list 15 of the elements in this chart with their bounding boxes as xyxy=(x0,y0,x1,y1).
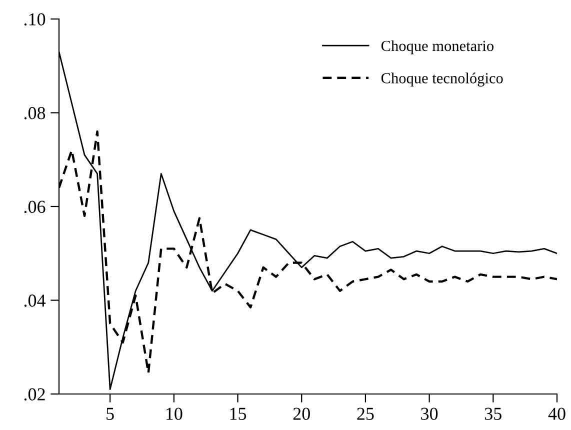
y-tick-label: .08 xyxy=(24,107,46,120)
y-tick-label: .10 xyxy=(24,13,46,26)
y-tick-label: .06 xyxy=(24,200,46,214)
x-tick-label: 35 xyxy=(484,408,502,420)
legend-label: Choque monetario xyxy=(381,40,494,54)
y-tick-label: .04 xyxy=(24,294,46,307)
x-tick-label: 30 xyxy=(421,408,438,420)
y-tick-label: .02 xyxy=(24,388,45,401)
x-tick-label: 15 xyxy=(230,408,246,420)
x-tick-label: 5 xyxy=(106,408,114,420)
legend-label: Choque tecnológico xyxy=(381,72,503,87)
x-tick-label: 40 xyxy=(548,408,566,420)
x-tick-label: 20 xyxy=(293,408,310,420)
x-tick-label: 10 xyxy=(166,408,182,420)
x-tick-label: 25 xyxy=(357,408,374,420)
